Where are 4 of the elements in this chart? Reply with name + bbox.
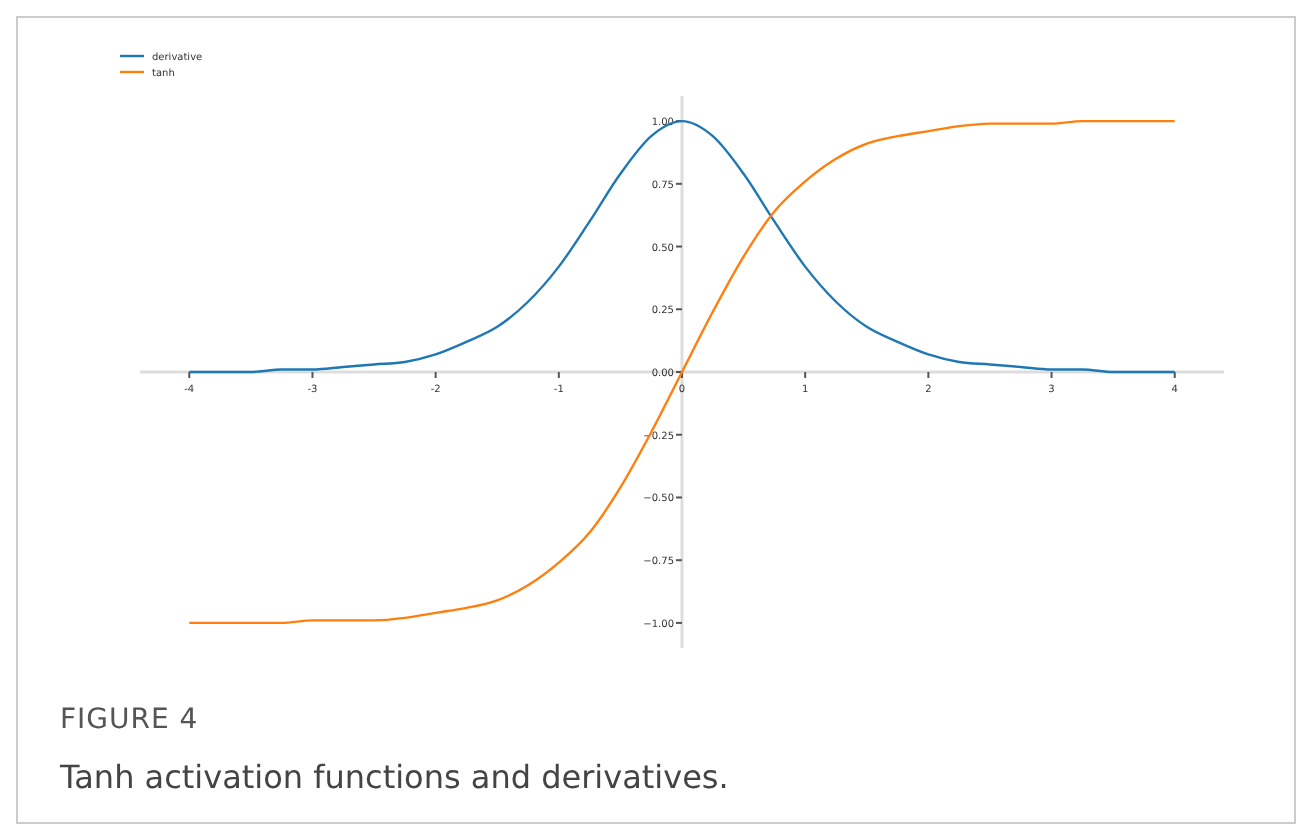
text: FIGURE 4 [60,704,199,736]
line-series [188,119,1176,625]
line-series [188,119,1176,374]
text: Tanh activation functions and derivatives. [58,758,729,796]
